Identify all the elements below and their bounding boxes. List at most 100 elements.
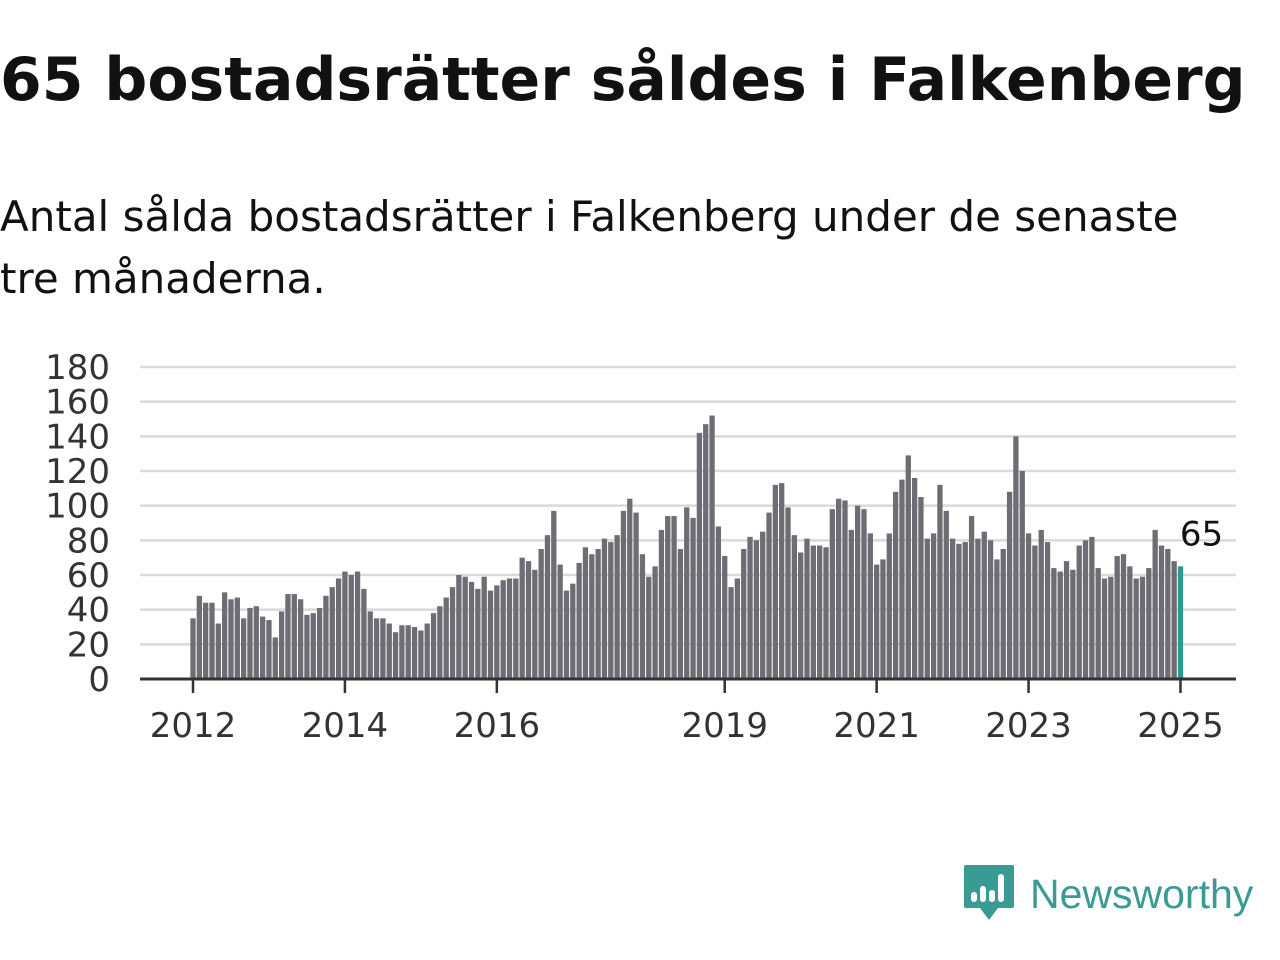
bar	[855, 505, 861, 679]
annotation: 65	[1180, 514, 1223, 554]
bar	[715, 526, 722, 679]
bar	[779, 483, 785, 679]
bar	[684, 507, 690, 679]
bar	[873, 564, 880, 679]
bar	[297, 599, 304, 679]
bar	[203, 602, 209, 679]
bar	[405, 625, 411, 679]
bar	[278, 611, 285, 679]
bar	[1139, 576, 1146, 679]
bar	[798, 552, 804, 679]
bar	[804, 538, 810, 679]
bar	[354, 571, 361, 679]
bar	[690, 517, 696, 679]
bar	[570, 583, 576, 679]
bar	[1108, 576, 1114, 679]
bar	[753, 540, 760, 679]
bar	[329, 587, 335, 679]
bar	[1019, 471, 1025, 679]
bar	[1070, 569, 1076, 679]
bar	[861, 509, 867, 679]
bar	[703, 424, 709, 679]
bar	[791, 535, 797, 679]
bar	[741, 549, 747, 679]
bar	[456, 575, 462, 679]
bar	[601, 538, 608, 679]
bar	[228, 599, 234, 679]
bar	[671, 516, 677, 679]
bar	[576, 562, 582, 679]
y-tick-label: 40	[67, 591, 110, 631]
bar	[310, 613, 316, 679]
bar	[930, 533, 937, 679]
bar	[968, 516, 975, 679]
bar	[1101, 578, 1108, 679]
newsworthy-brand: Newsworthy	[962, 862, 1253, 926]
y-tick-label: 80	[67, 521, 110, 561]
bar	[563, 590, 570, 679]
bar	[222, 592, 228, 679]
bar	[975, 538, 981, 679]
x-tick-label: 2023	[985, 706, 1072, 746]
bar	[589, 554, 595, 679]
bar	[956, 543, 962, 679]
bar	[905, 455, 911, 679]
bar	[886, 533, 892, 679]
bar	[247, 607, 253, 679]
bar	[291, 594, 297, 679]
bar	[665, 516, 671, 679]
bar	[316, 607, 323, 679]
bar	[1063, 561, 1070, 679]
bar	[1120, 554, 1127, 679]
bar	[646, 576, 652, 679]
bar	[1006, 491, 1013, 679]
bar	[411, 627, 418, 679]
bar	[766, 512, 772, 679]
bar	[323, 595, 329, 679]
bar	[386, 623, 392, 679]
y-tick-label: 120	[45, 452, 110, 492]
bar	[658, 529, 665, 679]
bar	[532, 569, 538, 679]
bar	[785, 507, 791, 679]
bar	[367, 611, 373, 679]
bar	[1127, 566, 1133, 679]
bar	[1000, 549, 1006, 679]
bar	[696, 432, 703, 679]
bar	[994, 559, 1000, 679]
bar	[525, 561, 532, 679]
bar	[842, 500, 848, 679]
bar	[1114, 555, 1120, 679]
bar	[475, 588, 481, 679]
bar	[722, 555, 728, 679]
bar	[468, 581, 475, 679]
bar	[373, 618, 380, 679]
bar	[272, 637, 278, 679]
y-tick-label: 160	[45, 383, 110, 423]
bar	[949, 538, 956, 679]
bar	[266, 620, 272, 679]
bar	[335, 578, 342, 679]
bar	[361, 588, 367, 679]
bar	[836, 498, 842, 679]
chart-subtitle: Antal sålda bostadsrätter i Falkenberg u…	[0, 192, 1179, 303]
bar	[1165, 549, 1171, 679]
bar	[1171, 561, 1177, 679]
bar	[259, 616, 266, 679]
y-tick-label: 100	[45, 487, 110, 527]
x-tick-label: 2016	[454, 706, 541, 746]
bar	[760, 531, 766, 679]
bar	[987, 540, 994, 679]
bar	[506, 578, 513, 679]
bar	[810, 545, 816, 679]
bar	[462, 576, 468, 679]
bar	[1158, 545, 1165, 679]
bar	[1133, 578, 1139, 679]
bar	[190, 618, 196, 679]
bar	[608, 542, 614, 679]
bar	[627, 498, 633, 679]
x-tick-label: 2025	[1137, 706, 1224, 746]
bar	[519, 557, 525, 679]
bar	[823, 547, 829, 679]
